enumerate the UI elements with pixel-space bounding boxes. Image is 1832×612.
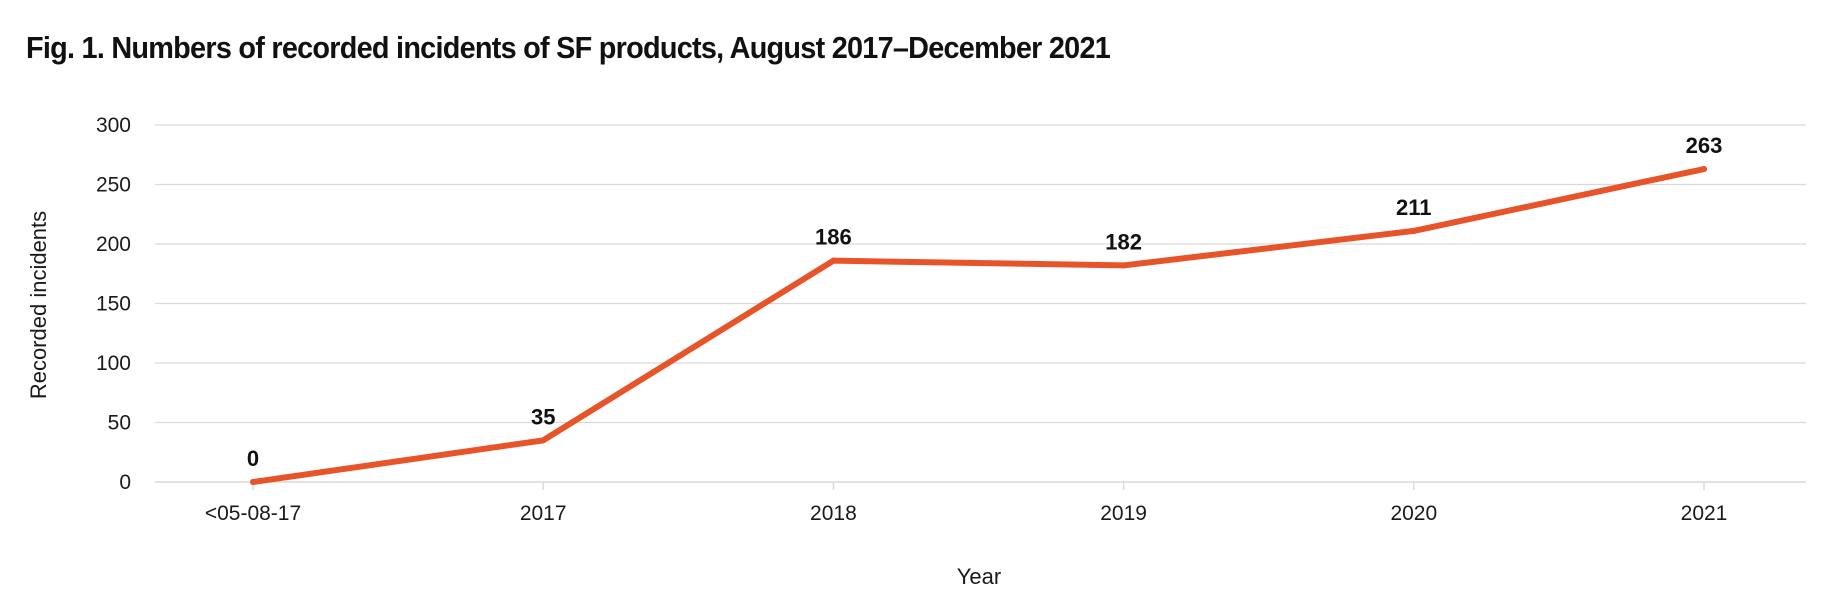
y-tick-label: 50: [108, 412, 131, 435]
y-tick-label: 100: [96, 352, 131, 375]
data-label: 0: [247, 446, 259, 471]
gridlines: [155, 124, 1806, 483]
data-point: [540, 437, 547, 444]
y-tick-label: 300: [96, 114, 131, 137]
data-label: 263: [1686, 133, 1723, 158]
chart-title: Fig. 1. Numbers of recorded incidents of…: [26, 30, 1111, 65]
y-tick-label: 150: [96, 293, 131, 316]
x-tick-label: 2019: [1100, 502, 1147, 525]
x-tick-label: <05-08-17: [205, 502, 301, 525]
series-line: [250, 166, 1707, 485]
data-label: 186: [815, 225, 852, 250]
x-tick-label: 2020: [1390, 502, 1437, 525]
data-label: 211: [1396, 195, 1432, 220]
y-tick-label: 0: [119, 471, 131, 494]
x-axis-title: Year: [957, 564, 1001, 589]
y-tick-label: 200: [96, 233, 131, 256]
data-point: [830, 257, 837, 264]
data-labels: 0 35 186 182 211 263: [247, 133, 1722, 471]
data-label: 182: [1105, 229, 1142, 254]
y-tick-label: 250: [96, 174, 131, 197]
data-point: [1410, 227, 1417, 234]
x-tick-label: 2017: [520, 502, 567, 525]
data-point: [1701, 166, 1707, 173]
y-axis-ticks: 0 50 100 150 200 250 300: [96, 114, 131, 494]
x-axis-ticks: <05-08-17 2017 2018 2019 2020 2021: [205, 482, 1728, 525]
x-tick-label: 2021: [1681, 502, 1728, 525]
data-point: [250, 479, 256, 485]
series-lines: [250, 166, 1707, 485]
data-label: 35: [531, 404, 555, 429]
x-tick-label: 2018: [810, 502, 857, 525]
y-axis-title: Recorded incidents: [26, 211, 51, 399]
data-point: [1120, 262, 1127, 269]
